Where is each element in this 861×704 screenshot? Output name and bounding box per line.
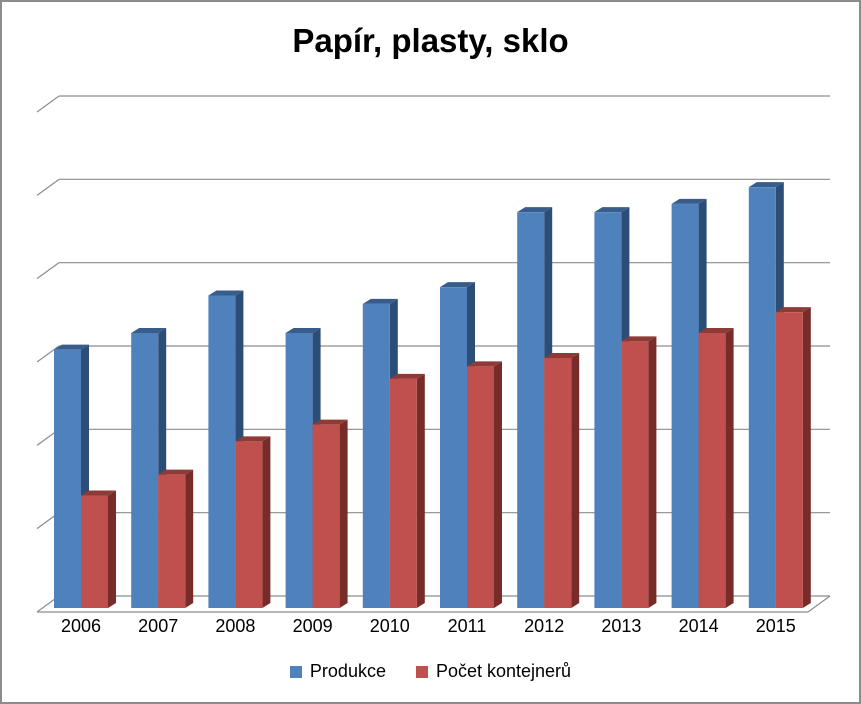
gridline-side (36, 262, 60, 280)
x-tick-label: 2009 (293, 616, 333, 636)
legend-swatch-produkce (289, 665, 302, 678)
x-tick-label: 2010 (370, 616, 410, 636)
bar-pocet-kontejneru-2007 (158, 469, 194, 608)
bar-pocet-kontejneru-2010 (389, 373, 425, 608)
legend-label-produkce: Produkce (309, 661, 386, 681)
bar-pocet-kontejneru-2015 (775, 307, 811, 608)
bar-front (517, 212, 545, 608)
bar-produkce-2007 (131, 328, 167, 608)
bar-front (544, 358, 572, 608)
bar-front (235, 441, 263, 608)
bar-top (621, 336, 657, 342)
bar-top (362, 298, 398, 304)
bar-front (208, 295, 236, 608)
bar-top (131, 328, 167, 333)
legend: Produkce Počet kontejnerů (2, 661, 859, 682)
bar-front (312, 424, 340, 608)
bar-front (285, 333, 313, 608)
bar-front (467, 366, 494, 608)
bar-top (285, 328, 321, 333)
x-tick-label: 2013 (601, 616, 641, 636)
bar-front (131, 333, 159, 608)
bars (54, 182, 811, 609)
bar-side (416, 373, 425, 608)
x-tick-label: 2007 (138, 616, 178, 636)
bar-front (362, 303, 390, 608)
bar-pocet-kontejneru-2008 (235, 436, 271, 608)
x-tick-label: 2015 (756, 616, 796, 636)
bar-produkce-2013 (594, 207, 630, 608)
bar-top (158, 469, 194, 475)
bar-side (802, 307, 811, 608)
bar-front (54, 349, 81, 608)
bar-top (544, 353, 580, 358)
x-tick-label: 2006 (61, 616, 101, 636)
bar-side (339, 419, 348, 608)
bar-front (748, 187, 776, 608)
bar-top (389, 373, 425, 379)
bar-top (235, 436, 271, 442)
bar-pocet-kontejneru-2014 (698, 328, 734, 608)
x-tick-label: 2011 (448, 616, 487, 636)
legend-item-pocet-kontejneru: Počet kontejnerů (415, 661, 572, 682)
bar-front (389, 378, 417, 608)
legend-label-pocet-kontejneru: Počet kontejnerů (435, 661, 572, 681)
gridline-side (36, 345, 60, 363)
bar-side (185, 469, 194, 608)
chart-title: Papír, plasty, sklo (292, 22, 569, 59)
bar-pocet-kontejneru-2009 (312, 419, 348, 608)
bar-front (621, 341, 649, 608)
bar-front (440, 287, 467, 608)
bar-top (748, 182, 784, 188)
bar-top (467, 361, 502, 367)
bar-pocet-kontejneru-2006 (81, 490, 116, 608)
bar-front (158, 474, 186, 608)
bar-top (698, 328, 734, 333)
x-tick-label: 2008 (215, 616, 255, 636)
bar-front (81, 495, 108, 608)
bar-top (208, 290, 244, 296)
bar-side (494, 361, 502, 608)
bar-top (775, 307, 811, 313)
bar-top (81, 490, 116, 496)
bar-side (571, 353, 580, 608)
bar-front (671, 203, 699, 609)
bar-pocet-kontejneru-2012 (544, 353, 580, 608)
bar-side (262, 436, 271, 608)
bar-side (648, 336, 657, 608)
bar-top (594, 207, 630, 213)
bar-top (671, 198, 707, 204)
bar-side (108, 490, 116, 608)
gridline-side (36, 178, 60, 196)
bar-front (594, 212, 622, 608)
bar-pocet-kontejneru-2011 (467, 361, 502, 608)
bar-front (698, 333, 726, 608)
legend-item-produkce: Produkce (289, 661, 386, 682)
bar-top (312, 419, 348, 425)
bar-top (440, 282, 475, 288)
floor-edge-right (807, 595, 831, 613)
bar-front (775, 312, 803, 608)
bar-pocet-kontejneru-2013 (621, 336, 657, 608)
bar-top (54, 344, 89, 350)
bar-side (725, 328, 734, 608)
x-axis-labels: 2006 2007 2008 2009 2010 2011 2012 2013 2014 2015 (61, 616, 796, 636)
x-tick-label: 2014 (679, 616, 719, 636)
x-tick-label: 2012 (524, 616, 564, 636)
bar-top (517, 207, 553, 213)
gridline-side (36, 95, 60, 113)
legend-swatch-pocet-kontejneru (415, 665, 428, 678)
